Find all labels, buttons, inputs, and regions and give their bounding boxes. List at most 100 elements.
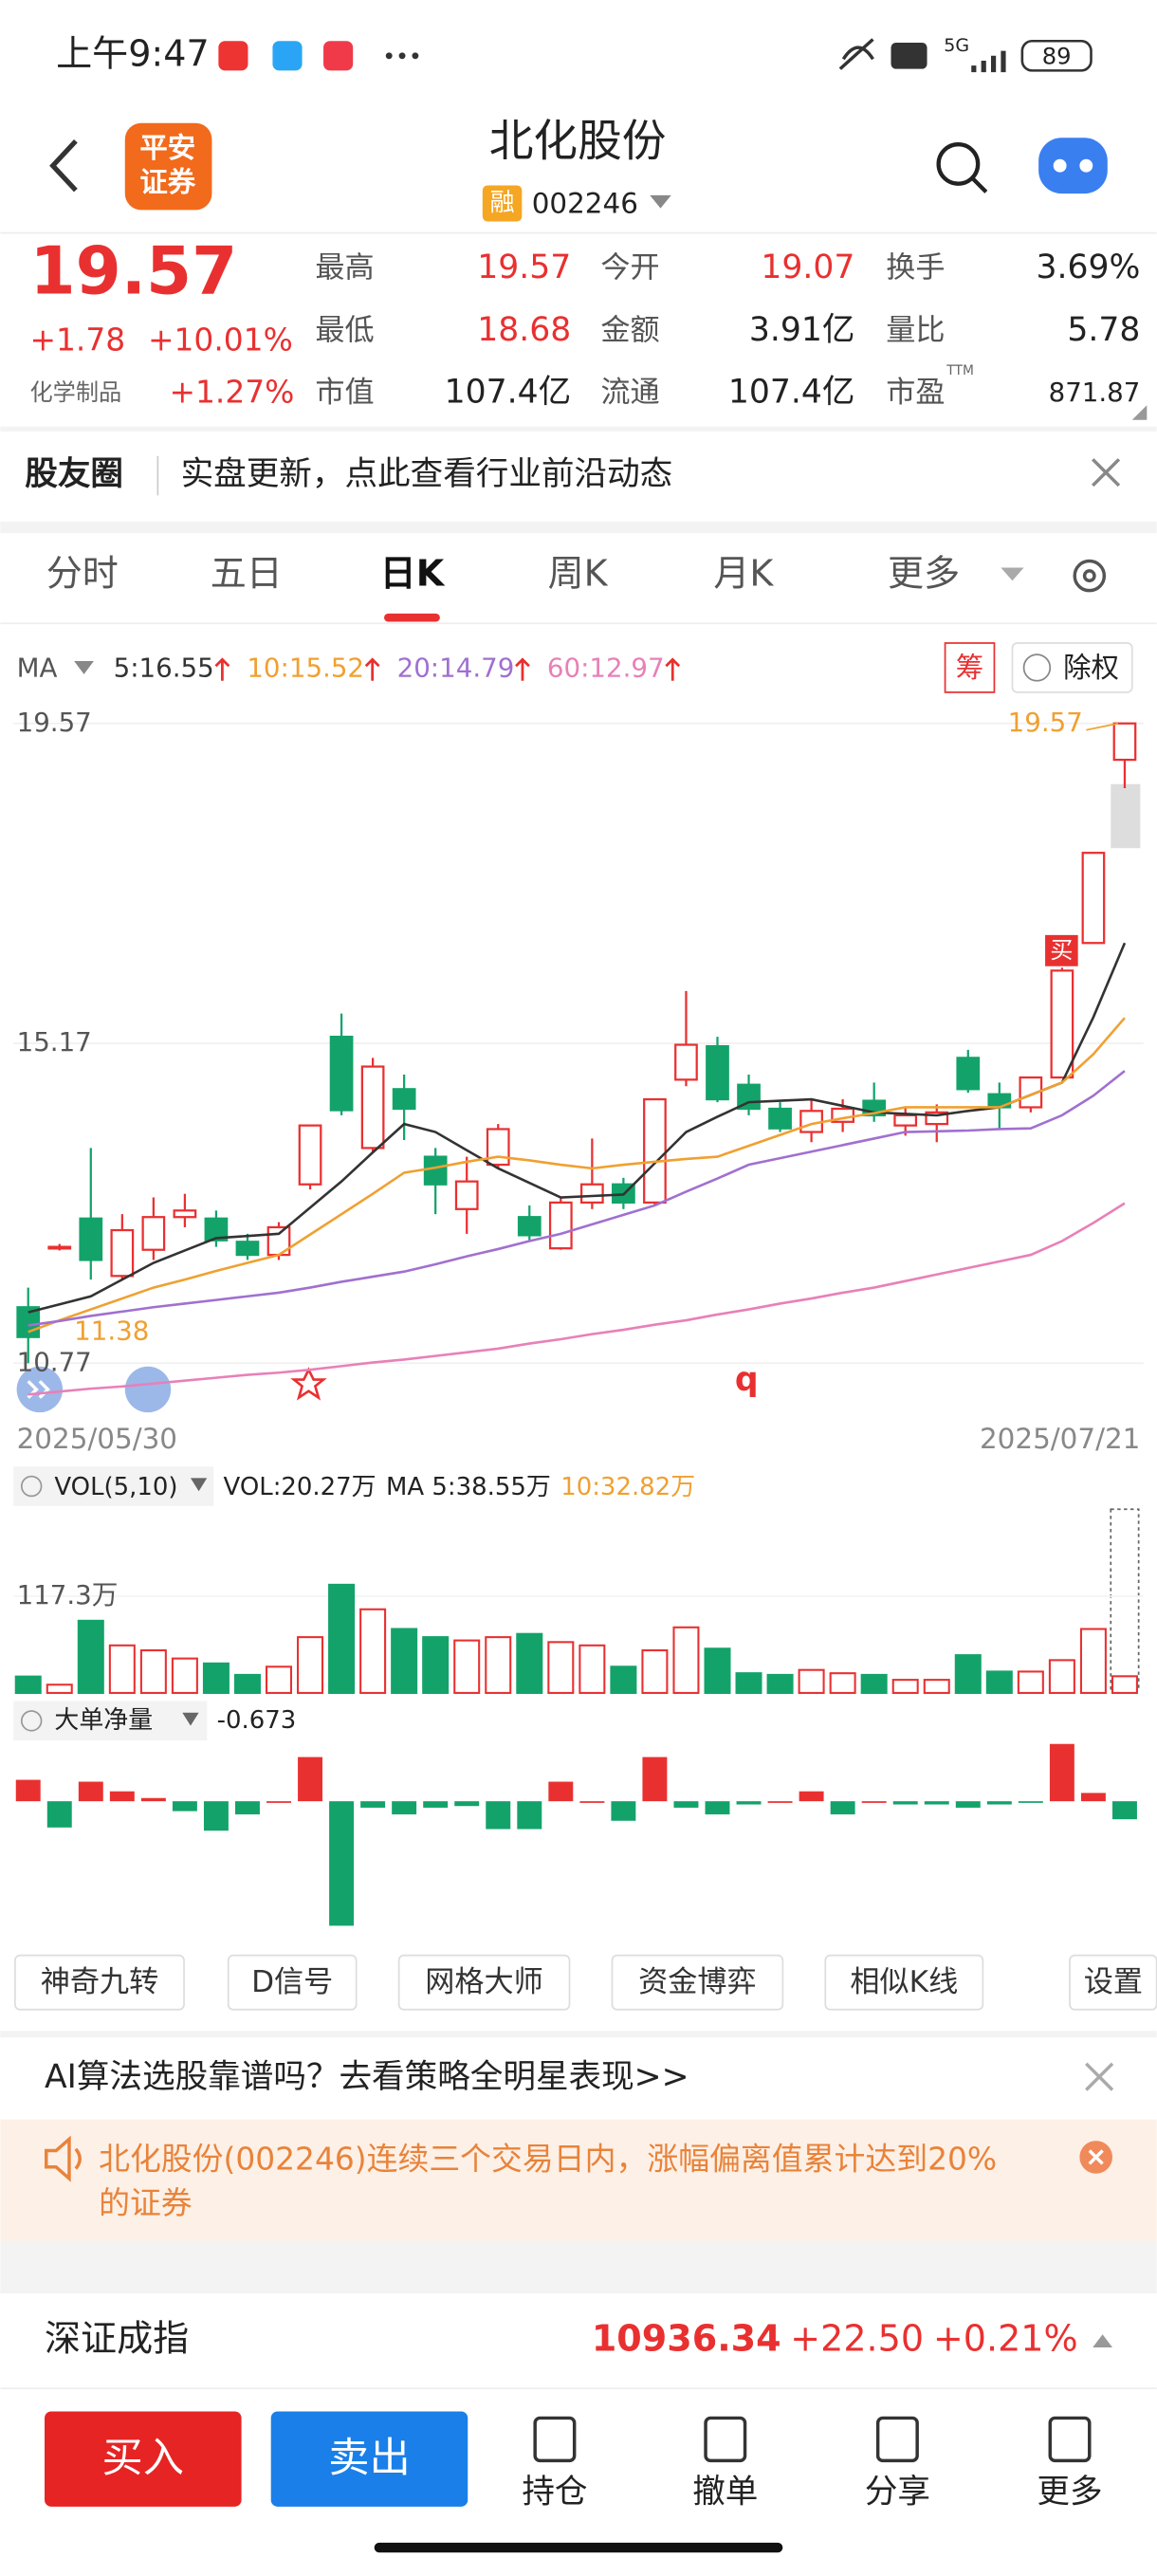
dot bbox=[385, 52, 393, 60]
info bbox=[20, 1710, 43, 1732]
badge-text: 融 bbox=[490, 189, 515, 217]
tool-btn[interactable] bbox=[824, 1954, 984, 2011]
tab[interactable]: 日K bbox=[380, 553, 446, 595]
close[interactable] bbox=[1085, 2062, 1114, 2091]
x-tick-label: 2025/05/30 bbox=[17, 1423, 177, 1455]
trend-arrow bbox=[364, 657, 380, 681]
volume-bar bbox=[672, 1626, 700, 1694]
indicator-name[interactable]: VOL(5,10) bbox=[54, 1473, 177, 1501]
tool-text[interactable]: D信号 bbox=[251, 1965, 333, 1999]
action-icon[interactable] bbox=[875, 2416, 919, 2463]
candle-body bbox=[1050, 969, 1074, 1079]
net-bar bbox=[266, 1801, 291, 1803]
ma-label[interactable]: MA bbox=[17, 653, 58, 684]
app-icon bbox=[218, 41, 248, 71]
tool-text[interactable]: 相似K线 bbox=[850, 1965, 958, 1999]
float-btn[interactable] bbox=[16, 1366, 64, 1413]
ma-legend: 10:15.52 bbox=[247, 653, 364, 684]
y-tick-label: 15.17 bbox=[17, 1026, 92, 1058]
volume-bar bbox=[641, 1648, 669, 1694]
chips-text[interactable]: 筹 bbox=[956, 652, 983, 684]
indicator-btn[interactable] bbox=[13, 1466, 214, 1506]
candle-body bbox=[141, 1216, 166, 1251]
speaker bbox=[45, 2135, 82, 2182]
sell-btn[interactable] bbox=[270, 2411, 468, 2507]
float-btn[interactable] bbox=[124, 1366, 172, 1413]
notice-text[interactable]: 北化股份(002246)连续三个交易日内，涨幅偏离值累计达到20% bbox=[99, 2140, 997, 2177]
candle-body bbox=[579, 1183, 604, 1205]
high-pointer bbox=[1086, 722, 1119, 731]
star bbox=[290, 1367, 327, 1401]
tab[interactable]: 更多 bbox=[888, 553, 960, 595]
buy-marker bbox=[1045, 934, 1078, 966]
ma-line bbox=[28, 1017, 1126, 1334]
dropdown[interactable] bbox=[1001, 567, 1024, 581]
assistant-eye bbox=[1053, 158, 1067, 173]
candle-body bbox=[47, 1245, 72, 1250]
volume-bar bbox=[985, 1670, 1013, 1694]
buy-text[interactable]: 买入 bbox=[102, 2435, 184, 2482]
tool-btn[interactable] bbox=[14, 1954, 185, 2011]
back[interactable] bbox=[49, 138, 78, 193]
action-text[interactable]: 分享 bbox=[865, 2473, 930, 2511]
net-bar bbox=[705, 1801, 730, 1814]
tool-btn[interactable] bbox=[611, 1954, 784, 2011]
tool-btn[interactable] bbox=[397, 1954, 571, 2011]
dropdown[interactable] bbox=[182, 1712, 199, 1726]
sell-text[interactable]: 卖出 bbox=[328, 2435, 410, 2482]
net-bar bbox=[799, 1791, 824, 1802]
tool-text[interactable]: 设置 bbox=[1084, 1965, 1143, 1999]
volume-bar bbox=[453, 1639, 481, 1694]
cursor-box bbox=[1110, 1508, 1140, 1691]
action-icon[interactable] bbox=[1048, 2416, 1092, 2463]
ttm: TTM bbox=[946, 363, 974, 378]
settings[interactable] bbox=[1073, 559, 1107, 593]
net-bar bbox=[830, 1801, 855, 1814]
close[interactable] bbox=[1092, 458, 1121, 488]
expand[interactable] bbox=[1093, 2334, 1112, 2348]
badge bbox=[482, 185, 523, 222]
tab[interactable]: 五日 bbox=[211, 553, 283, 595]
tool-text[interactable]: 网格大师 bbox=[425, 1965, 543, 1999]
volume-bar bbox=[233, 1673, 261, 1694]
volume-bar bbox=[704, 1647, 731, 1694]
chips-btn[interactable] bbox=[944, 642, 996, 693]
tab[interactable]: 月K bbox=[713, 553, 774, 595]
tool-text[interactable]: 神奇九转 bbox=[41, 1965, 159, 1999]
search[interactable] bbox=[936, 142, 981, 186]
indicator-btn[interactable] bbox=[13, 1701, 208, 1741]
tool-text[interactable]: 资金博弈 bbox=[638, 1965, 757, 1999]
action-text[interactable]: 更多 bbox=[1037, 2473, 1102, 2511]
volume-bar bbox=[829, 1672, 856, 1694]
adjust-text[interactable]: 除权 bbox=[1063, 652, 1119, 684]
tool-btn[interactable] bbox=[227, 1954, 358, 2011]
buy-btn[interactable] bbox=[45, 2411, 242, 2507]
community-text[interactable]: 实盘更新，点此查看行业前沿动态 bbox=[181, 455, 673, 493]
dropdown[interactable] bbox=[74, 661, 94, 674]
index-name[interactable]: 深证成指 bbox=[45, 2318, 189, 2360]
change-pct: +10.01% bbox=[148, 321, 293, 358]
tab[interactable]: 分时 bbox=[46, 553, 119, 595]
ad[interactable]: AI算法选股靠谱吗？去看策略全明星表现>> bbox=[45, 2058, 689, 2096]
action-icon[interactable] bbox=[533, 2416, 577, 2463]
search[interactable] bbox=[971, 176, 988, 193]
ma-line bbox=[28, 1070, 1126, 1327]
assistant[interactable] bbox=[1038, 138, 1108, 194]
volume-bar bbox=[578, 1644, 606, 1694]
tab[interactable]: 周K bbox=[548, 553, 609, 595]
dropdown[interactable] bbox=[190, 1478, 208, 1492]
net-bar bbox=[579, 1801, 605, 1803]
field-value: 871.87 bbox=[1049, 377, 1141, 408]
index-pct: +0.21% bbox=[933, 2318, 1078, 2360]
action-text[interactable]: 撤单 bbox=[692, 2473, 758, 2511]
action-text[interactable]: 持仓 bbox=[522, 2473, 587, 2511]
net-bar bbox=[673, 1801, 699, 1808]
notice-text[interactable]: 的证券 bbox=[99, 2184, 193, 2221]
volume-bar bbox=[1111, 1675, 1138, 1694]
indicator-name[interactable]: 大单净量 bbox=[54, 1706, 153, 1735]
net-bar bbox=[234, 1801, 260, 1814]
community-label[interactable]: 股友圈 bbox=[25, 455, 123, 493]
index-change: +22.50 bbox=[790, 2318, 924, 2360]
action-icon[interactable] bbox=[704, 2416, 747, 2463]
dropdown[interactable] bbox=[650, 194, 671, 209]
